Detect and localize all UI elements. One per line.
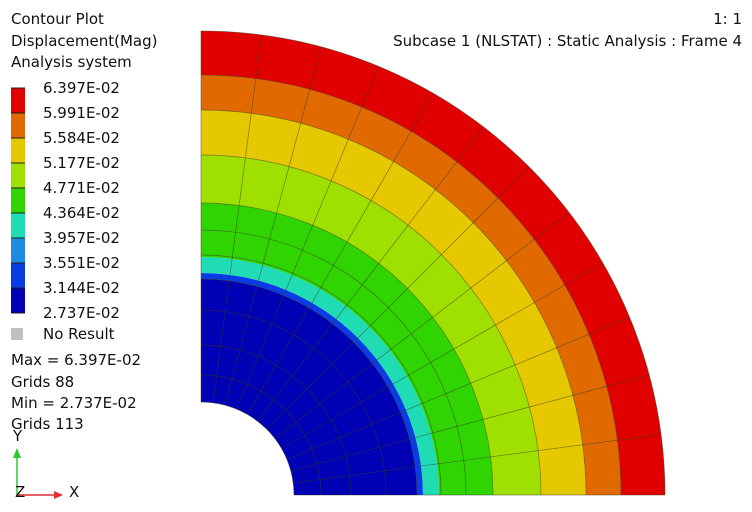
legend-label: 5.991E-02 <box>43 104 120 122</box>
mesh-radial <box>212 34 262 403</box>
contour-band <box>201 75 621 495</box>
legend-label: 2.737E-02 <box>43 304 120 322</box>
mesh-arc <box>200 401 295 496</box>
summary: Max = 6.397E-02 <box>11 351 141 369</box>
legend: 6.397E-02 5.991E-02 5.584E-02 5.177E-02 4.77… <box>11 79 120 322</box>
legend-label: 4.364E-02 <box>43 204 120 222</box>
legend-swatch <box>11 163 25 188</box>
summary: Grids 88 <box>11 373 74 391</box>
y-arrowhead <box>13 448 21 458</box>
contour-model <box>200 30 666 496</box>
triad-label: Z <box>15 483 25 501</box>
no-result-label: No Result <box>43 325 115 343</box>
legend-label: 6.397E-02 <box>43 79 120 97</box>
summary: Grids 113 <box>11 415 84 433</box>
legend-swatch <box>11 288 25 313</box>
mesh-radial <box>274 212 570 439</box>
title-line: Contour Plot <box>11 10 104 28</box>
legend-label: 3.551E-02 <box>43 254 120 272</box>
x-arrowhead <box>54 491 63 499</box>
legend-label: 5.177E-02 <box>43 154 120 172</box>
mesh-radial <box>224 46 322 406</box>
title-line: Analysis system <box>11 53 132 71</box>
contour-band <box>201 203 493 495</box>
mesh-radial <box>247 92 434 415</box>
mesh-radial <box>293 434 662 484</box>
legend-swatch <box>11 213 25 238</box>
contour-band <box>201 257 439 495</box>
legend-swatch <box>11 138 25 163</box>
contour-band <box>201 110 586 495</box>
scale-label: 1: 1 <box>713 10 742 28</box>
mesh-radial <box>290 374 650 472</box>
legend-label: 5.584E-02 <box>43 129 120 147</box>
triad-label: X <box>69 483 79 501</box>
no-result-swatch <box>11 328 23 340</box>
summary: Min = 2.737E-02 <box>11 394 137 412</box>
mesh-radial <box>236 66 379 410</box>
mesh-radial <box>257 126 484 422</box>
legend-label: 3.144E-02 <box>43 279 120 297</box>
mesh-radial <box>281 262 604 449</box>
triad-label: Y <box>12 427 23 445</box>
legend-label: 3.957E-02 <box>43 229 120 247</box>
legend-swatch <box>11 113 25 138</box>
mesh-radial <box>266 166 530 430</box>
subcase-label: Subcase 1 (NLSTAT) : Static Analysis : F… <box>393 32 742 50</box>
legend-swatch <box>11 263 25 288</box>
mesh-radial <box>286 317 630 460</box>
legend-swatch <box>11 188 25 213</box>
legend-swatch <box>11 238 25 263</box>
legend-swatch <box>11 88 25 113</box>
title-line: Displacement(Mag) <box>11 32 157 50</box>
legend-label: 4.771E-02 <box>43 179 120 197</box>
contour-band <box>201 155 541 495</box>
